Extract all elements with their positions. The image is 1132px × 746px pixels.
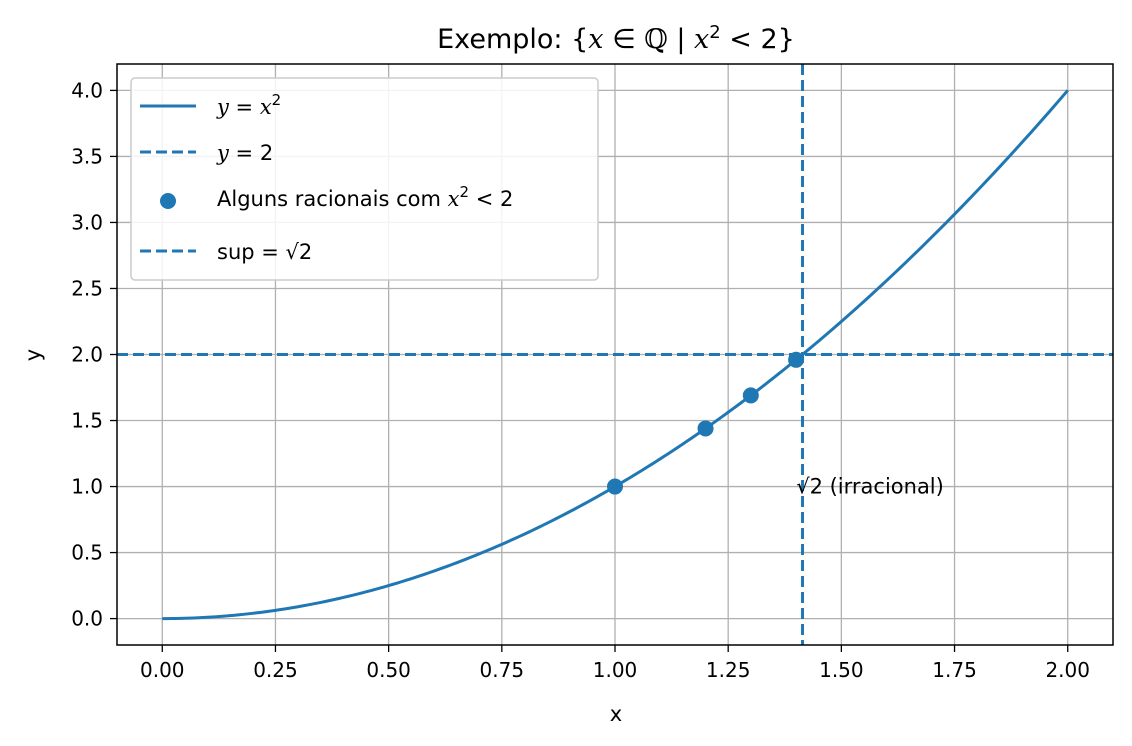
x-tick-label: 1.75 bbox=[932, 658, 977, 682]
x-tick-label: 1.25 bbox=[706, 658, 751, 682]
x-tick-label: 0.00 bbox=[140, 658, 185, 682]
axes bbox=[110, 63, 1114, 652]
chart-title-prefix: Exemplo: bbox=[437, 24, 562, 55]
legend-label-hline: y = 2 bbox=[216, 141, 273, 165]
x-tick-label: 0.75 bbox=[480, 658, 525, 682]
legend-label-curve: y = x2 bbox=[216, 91, 281, 119]
rational-point bbox=[742, 387, 759, 404]
y-tick-label: 1.5 bbox=[71, 409, 103, 433]
x-tick-label: 2.00 bbox=[1045, 658, 1090, 682]
sqrt2-annotation: √2 (irracional) bbox=[796, 475, 944, 499]
legend-frame bbox=[130, 77, 599, 281]
rational-point bbox=[697, 420, 714, 437]
y-tick-label: 4.0 bbox=[71, 78, 103, 102]
tick-labels: 0.00 0.25 0.50 0.75 1.00 1.25 1.50 1.75 2.00 0.0 0… bbox=[71, 78, 1090, 682]
y-tick-label: 1.0 bbox=[71, 475, 103, 499]
legend-label-points: Alguns racionais com x2 < 2 bbox=[217, 183, 513, 211]
y-axis-label: y bbox=[21, 349, 45, 361]
y-tick-label: 0.0 bbox=[71, 607, 103, 631]
x-tick-label: 1.00 bbox=[593, 658, 638, 682]
rational-point bbox=[607, 478, 623, 495]
chart-title: Exemplo: {x ∈ ℚ | x2 < 2} bbox=[437, 22, 795, 55]
rational-point bbox=[788, 351, 805, 368]
y-tick-label: 3.0 bbox=[71, 210, 103, 234]
legend: y = x2 y = 2 Alguns racionais com x2 < 2… bbox=[130, 77, 599, 281]
plot-area bbox=[117, 64, 1113, 645]
x-axis-label: x bbox=[610, 702, 622, 726]
y-tick-label: 2.0 bbox=[71, 343, 103, 367]
legend-marker-swatch bbox=[160, 193, 176, 209]
legend-label-sup: sup = √2 bbox=[217, 240, 312, 264]
legend-label-points-prefix: Alguns racionais com bbox=[217, 187, 441, 211]
axes-frame bbox=[116, 63, 1114, 646]
x-tick-label: 0.25 bbox=[253, 658, 298, 682]
x-tick-label: 0.50 bbox=[366, 658, 411, 682]
y-tick-label: 0.5 bbox=[71, 541, 103, 565]
y-tick-label: 2.5 bbox=[71, 276, 103, 300]
y-tick-label: 3.5 bbox=[71, 144, 103, 168]
legend-label-sup-prefix: sup bbox=[217, 240, 255, 264]
sqrt2-annotation-text: (irracional) bbox=[830, 475, 944, 499]
x-tick-label: 1.50 bbox=[819, 658, 864, 682]
